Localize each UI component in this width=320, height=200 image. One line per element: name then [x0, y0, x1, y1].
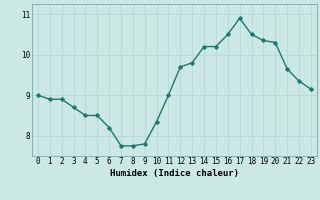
- X-axis label: Humidex (Indice chaleur): Humidex (Indice chaleur): [110, 169, 239, 178]
